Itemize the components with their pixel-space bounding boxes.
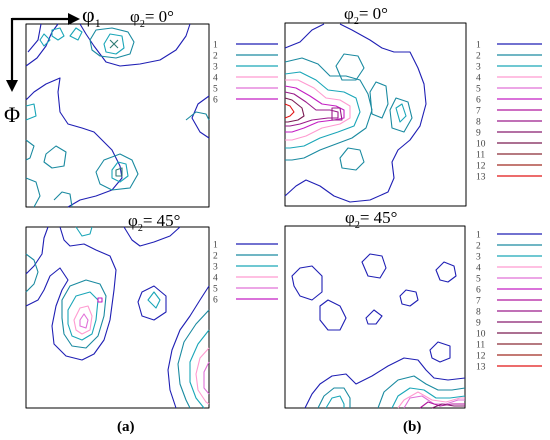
contour-level-3 bbox=[284, 71, 407, 149]
contour-level-8 bbox=[284, 91, 343, 127]
odf-panel-b-top bbox=[284, 22, 467, 207]
legend-label: 1 bbox=[213, 241, 218, 251]
legend-label: 2 bbox=[213, 52, 218, 62]
legend-label: 4 bbox=[213, 274, 218, 284]
contour-level-7 bbox=[419, 401, 465, 409]
legend-label: 4 bbox=[476, 74, 481, 84]
contour-level-1 bbox=[291, 253, 466, 409]
legend-label: 6 bbox=[476, 96, 481, 106]
legend-label: 8 bbox=[476, 308, 481, 318]
legend-label: 2 bbox=[476, 52, 481, 62]
contour-level-3 bbox=[25, 27, 129, 183]
legend-label: 6 bbox=[213, 296, 218, 306]
contour-level-4 bbox=[73, 305, 210, 405]
legend-label: 8 bbox=[476, 118, 481, 128]
legend-label: 5 bbox=[476, 85, 481, 95]
panel-title-a-top: φ2= 0° bbox=[130, 7, 174, 30]
legend-label: 5 bbox=[213, 285, 218, 295]
legend-label: 2 bbox=[476, 242, 481, 252]
legend-label: 1 bbox=[476, 41, 481, 51]
contour-level-4 bbox=[109, 39, 123, 177]
legend-label: 12 bbox=[476, 352, 486, 362]
panel-frame bbox=[25, 23, 210, 208]
legend-label: 5 bbox=[213, 85, 218, 95]
legend-label: 4 bbox=[213, 74, 218, 84]
caption-a: (a) bbox=[117, 419, 135, 435]
contour-level-6 bbox=[97, 297, 103, 303]
legend-label: 1 bbox=[213, 41, 218, 51]
contour-level-2 bbox=[25, 253, 210, 409]
axis-indicators: φ1 Φ bbox=[4, 2, 101, 127]
legend-label: 2 bbox=[213, 252, 218, 262]
contour-level-1 bbox=[25, 23, 210, 208]
contour-level-13 bbox=[284, 103, 295, 119]
phi1-label: φ1 bbox=[82, 2, 101, 30]
legend-label: 3 bbox=[476, 63, 481, 73]
panel-frame bbox=[25, 226, 210, 409]
contour-level-1 bbox=[284, 23, 427, 203]
contour-level-4 bbox=[397, 391, 465, 409]
odf-panel-b-bottom bbox=[284, 225, 466, 409]
odf-panel-a-bottom bbox=[25, 226, 210, 409]
legend-label: 10 bbox=[476, 330, 486, 340]
legend-label: 10 bbox=[476, 140, 486, 150]
caption-b: (b) bbox=[403, 419, 421, 435]
contour-level-2 bbox=[317, 375, 466, 409]
contour-level-10 bbox=[284, 97, 305, 123]
panel-frame bbox=[284, 225, 466, 409]
contour-level-4 bbox=[285, 79, 351, 141]
legend-label: 3 bbox=[213, 263, 218, 273]
contour-level-5 bbox=[79, 313, 210, 395]
legend-label: 12 bbox=[476, 162, 486, 172]
panel-frame bbox=[284, 22, 467, 207]
contour-level-3 bbox=[325, 387, 466, 409]
legend-label: 7 bbox=[476, 297, 481, 307]
legend-label: 3 bbox=[213, 63, 218, 73]
legend-label: 5 bbox=[476, 275, 481, 285]
panel-title-b-top: φ2= 0° bbox=[344, 4, 388, 27]
legend-label: 7 bbox=[476, 107, 481, 117]
odf-panel-a-top bbox=[25, 23, 210, 208]
legend-label: 9 bbox=[476, 129, 481, 139]
contour-level-3 bbox=[67, 226, 210, 409]
phi1-arrow-head bbox=[68, 13, 80, 25]
legend-label: 6 bbox=[213, 96, 218, 106]
panel-title-b-bottom: φ2= 45° bbox=[345, 208, 397, 231]
legend-label: 13 bbox=[476, 173, 486, 183]
legend-label: 4 bbox=[476, 264, 481, 274]
contour-level-2 bbox=[25, 27, 210, 208]
legend-label: 13 bbox=[476, 363, 486, 373]
legend-label: 9 bbox=[476, 319, 481, 329]
legend-label: 11 bbox=[476, 151, 485, 161]
phi-arrow-head bbox=[6, 80, 18, 92]
legend-label: 3 bbox=[476, 253, 481, 263]
contour-level-2 bbox=[284, 53, 413, 171]
panel-title-a-bottom: φ2= 45° bbox=[128, 211, 180, 234]
contour-level-9 bbox=[431, 403, 465, 409]
legend-label: 11 bbox=[476, 341, 485, 351]
Phi-label: Φ bbox=[4, 102, 20, 127]
contour-level-6 bbox=[284, 85, 345, 133]
legend-label: 1 bbox=[476, 231, 481, 241]
legend-label: 6 bbox=[476, 286, 481, 296]
contour-level-1 bbox=[25, 226, 210, 409]
